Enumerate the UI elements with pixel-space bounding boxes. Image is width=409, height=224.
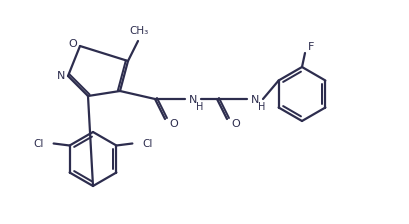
Text: H: H [257, 102, 265, 112]
Text: O: O [169, 119, 178, 129]
Text: Cl: Cl [142, 138, 153, 149]
Text: O: O [230, 119, 239, 129]
Text: O: O [68, 39, 77, 49]
Text: N: N [57, 71, 65, 81]
Text: Cl: Cl [33, 138, 43, 149]
Text: H: H [196, 102, 203, 112]
Text: CH₃: CH₃ [129, 26, 148, 36]
Text: N: N [189, 95, 197, 105]
Text: N: N [250, 95, 259, 105]
Text: F: F [307, 42, 314, 52]
